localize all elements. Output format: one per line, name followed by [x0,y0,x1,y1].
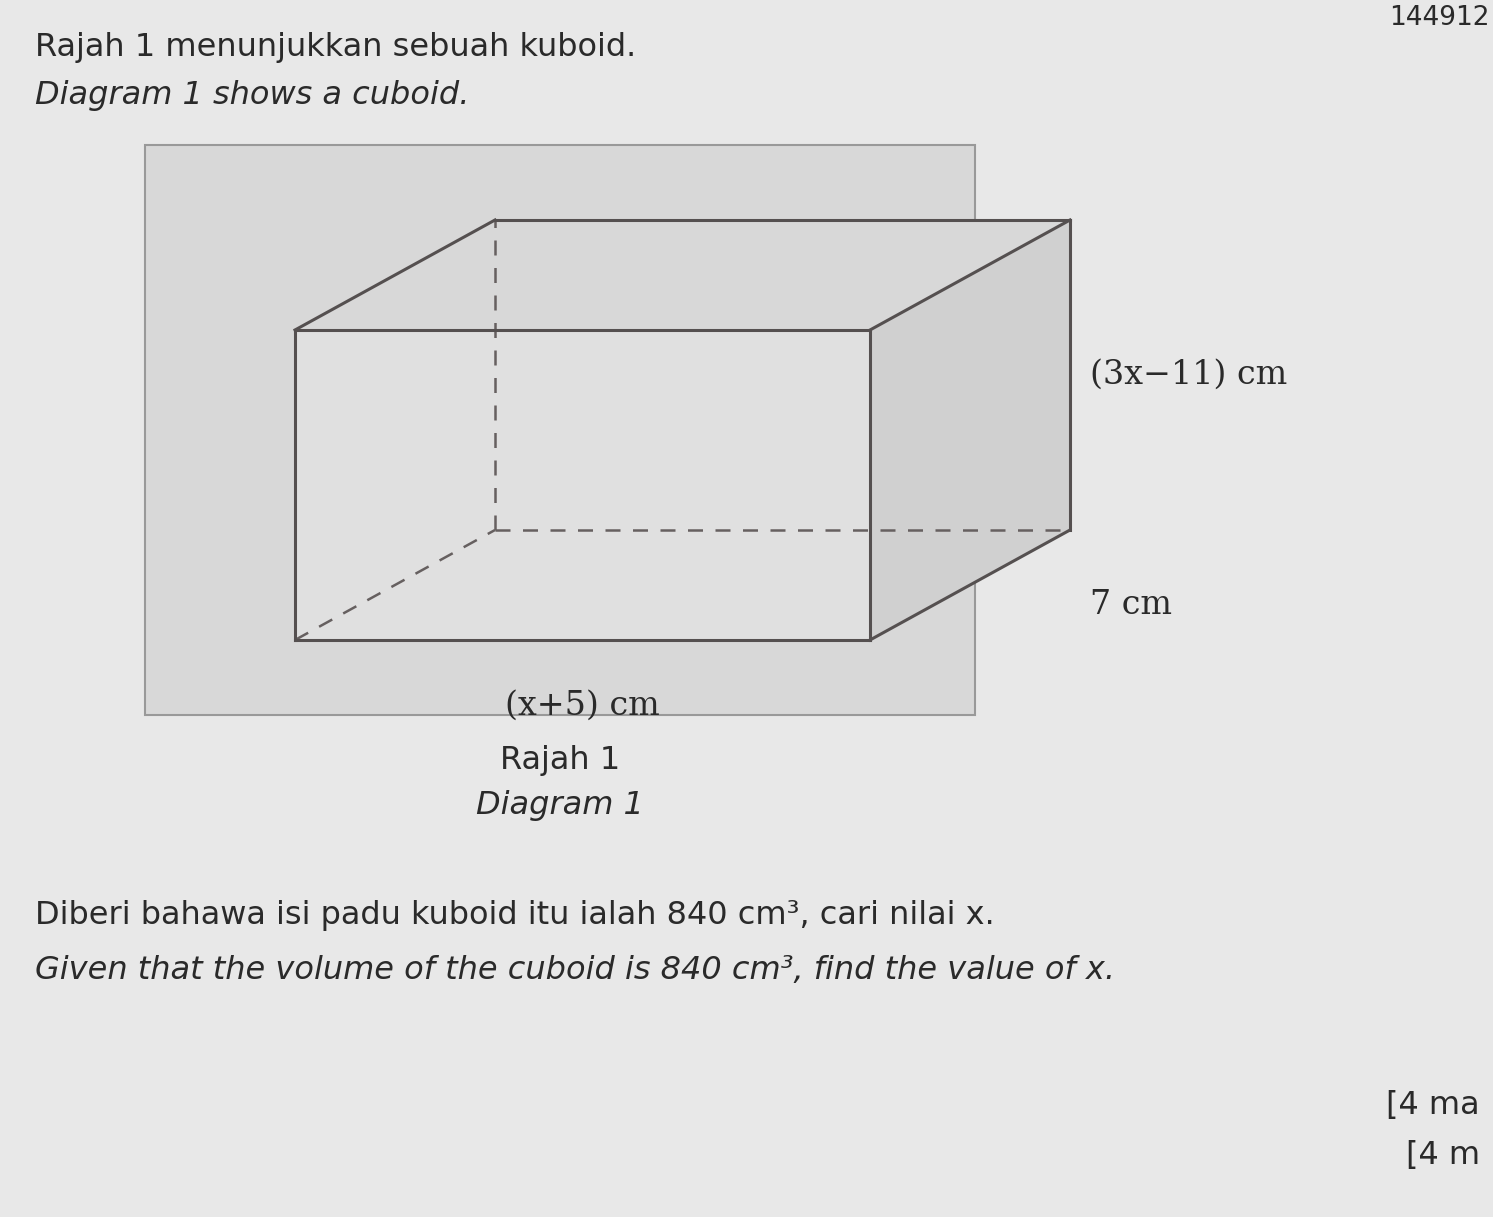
Text: [4 m: [4 m [1406,1140,1480,1171]
Text: Given that the volume of the cuboid is 840 cm³, find the value of x.: Given that the volume of the cuboid is 8… [34,955,1115,986]
Text: Diberi bahawa isi padu kuboid itu ialah 840 cm³, cari nilai x.: Diberi bahawa isi padu kuboid itu ialah … [34,901,994,931]
FancyBboxPatch shape [145,145,975,716]
Polygon shape [870,220,1070,640]
Polygon shape [296,330,870,640]
Text: Rajah 1: Rajah 1 [500,745,620,776]
Text: (x+5) cm: (x+5) cm [505,690,660,722]
Text: [4 ma: [4 ma [1387,1090,1480,1121]
Text: 7 cm: 7 cm [1090,589,1172,621]
Polygon shape [296,220,1070,330]
Text: Diagram 1: Diagram 1 [476,790,643,821]
Text: (3x−11) cm: (3x−11) cm [1090,359,1287,391]
Text: Rajah 1 menunjukkan sebuah kuboid.: Rajah 1 menunjukkan sebuah kuboid. [34,32,636,63]
Text: 144912: 144912 [1390,5,1490,30]
Text: Diagram 1 shows a cuboid.: Diagram 1 shows a cuboid. [34,80,469,111]
